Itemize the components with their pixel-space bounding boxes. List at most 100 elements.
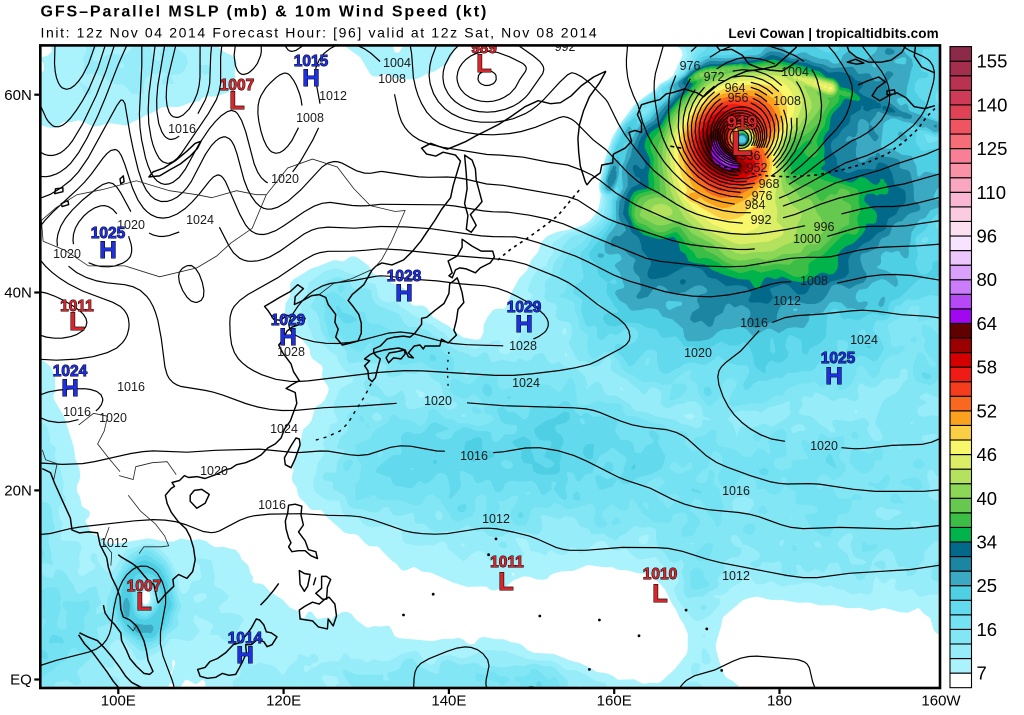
svg-text:1008: 1008 bbox=[800, 274, 828, 288]
svg-text:1012: 1012 bbox=[100, 536, 128, 550]
svg-text:H: H bbox=[302, 65, 319, 92]
svg-text:H: H bbox=[279, 324, 296, 351]
svg-text:1004: 1004 bbox=[383, 56, 411, 70]
svg-text:160W: 160W bbox=[921, 693, 961, 710]
svg-text:1016: 1016 bbox=[117, 380, 145, 394]
svg-text:1024: 1024 bbox=[512, 376, 540, 390]
svg-text:1011: 1011 bbox=[60, 298, 94, 315]
svg-text:1014: 1014 bbox=[228, 630, 263, 647]
svg-text:1008: 1008 bbox=[378, 72, 406, 86]
svg-text:52: 52 bbox=[977, 400, 998, 421]
svg-text:1024: 1024 bbox=[850, 333, 878, 347]
svg-text:964: 964 bbox=[725, 81, 746, 95]
svg-text:120E: 120E bbox=[266, 693, 301, 710]
svg-text:L: L bbox=[136, 588, 151, 616]
svg-text:7: 7 bbox=[977, 663, 987, 684]
svg-text:992: 992 bbox=[555, 40, 576, 54]
svg-text:968: 968 bbox=[759, 177, 780, 191]
svg-text:1016: 1016 bbox=[740, 316, 768, 330]
svg-text:976: 976 bbox=[752, 189, 773, 203]
svg-text:GFS–Parallel MSLP (mb) & 10m W: GFS–Parallel MSLP (mb) & 10m Wind Speed … bbox=[41, 4, 489, 21]
svg-text:1020: 1020 bbox=[684, 346, 712, 360]
svg-text:20N: 20N bbox=[4, 483, 32, 500]
svg-text:L: L bbox=[498, 568, 513, 596]
svg-text:1020: 1020 bbox=[117, 218, 145, 232]
svg-text:976: 976 bbox=[680, 59, 701, 73]
svg-text:1007: 1007 bbox=[220, 77, 254, 94]
svg-text:1020: 1020 bbox=[810, 439, 838, 453]
svg-text:1016: 1016 bbox=[722, 484, 750, 498]
svg-text:180: 180 bbox=[767, 693, 792, 710]
svg-text:160E: 160E bbox=[597, 693, 632, 710]
svg-text:1029: 1029 bbox=[507, 299, 542, 316]
svg-text:110: 110 bbox=[977, 182, 1007, 203]
svg-text:1016: 1016 bbox=[460, 449, 488, 463]
svg-text:1025: 1025 bbox=[91, 225, 126, 242]
svg-text:60N: 60N bbox=[4, 87, 32, 104]
svg-text:1016: 1016 bbox=[168, 122, 196, 136]
svg-text:155: 155 bbox=[977, 51, 1008, 72]
svg-text:1020: 1020 bbox=[200, 464, 228, 478]
svg-text:H: H bbox=[61, 375, 78, 402]
svg-text:58: 58 bbox=[977, 357, 998, 378]
svg-text:956: 956 bbox=[728, 91, 749, 105]
svg-text:989: 989 bbox=[471, 40, 497, 57]
svg-text:Init: 12z Nov 04 2014 Forecast: Init: 12z Nov 04 2014 Forecast Hour: [96… bbox=[41, 25, 599, 41]
svg-text:64: 64 bbox=[977, 313, 998, 334]
svg-text:984: 984 bbox=[745, 198, 766, 212]
svg-text:996: 996 bbox=[814, 220, 835, 234]
svg-text:1024: 1024 bbox=[270, 422, 298, 436]
svg-text:L: L bbox=[229, 87, 244, 115]
svg-text:96: 96 bbox=[977, 226, 998, 247]
svg-text:100E: 100E bbox=[101, 693, 136, 710]
svg-text:L: L bbox=[652, 580, 667, 608]
svg-text:1016: 1016 bbox=[258, 498, 286, 512]
svg-text:40N: 40N bbox=[4, 285, 32, 302]
svg-text:46: 46 bbox=[977, 444, 998, 465]
svg-text:1011: 1011 bbox=[490, 554, 524, 571]
svg-text:1025: 1025 bbox=[821, 350, 856, 367]
svg-text:952: 952 bbox=[747, 161, 768, 175]
svg-text:1020: 1020 bbox=[53, 247, 81, 261]
svg-text:H: H bbox=[825, 363, 842, 390]
svg-text:1016: 1016 bbox=[63, 405, 91, 419]
svg-text:40: 40 bbox=[977, 488, 998, 509]
svg-text:936: 936 bbox=[740, 149, 761, 163]
svg-text:1007: 1007 bbox=[127, 578, 161, 595]
svg-text:1012: 1012 bbox=[482, 512, 510, 526]
svg-text:34: 34 bbox=[977, 532, 998, 553]
svg-text:1020: 1020 bbox=[424, 394, 452, 408]
svg-text:1020: 1020 bbox=[271, 172, 299, 186]
svg-text:1020: 1020 bbox=[99, 411, 127, 425]
svg-text:H: H bbox=[515, 311, 532, 338]
svg-text:H: H bbox=[99, 237, 116, 264]
svg-text:80: 80 bbox=[977, 269, 998, 290]
svg-text:H: H bbox=[236, 642, 253, 669]
svg-text:H: H bbox=[395, 280, 412, 307]
svg-text:Levi Cowan | tropicaltidbits.c: Levi Cowan | tropicaltidbits.com bbox=[728, 26, 938, 41]
svg-text:140E: 140E bbox=[431, 693, 466, 710]
svg-text:1024: 1024 bbox=[53, 363, 88, 380]
svg-text:1028: 1028 bbox=[277, 345, 305, 359]
svg-text:1004: 1004 bbox=[781, 65, 809, 79]
svg-text:1010: 1010 bbox=[643, 566, 677, 583]
svg-text:L: L bbox=[731, 125, 752, 163]
svg-text:1008: 1008 bbox=[773, 94, 801, 108]
svg-text:1028: 1028 bbox=[387, 268, 422, 285]
svg-text:1029: 1029 bbox=[271, 312, 306, 329]
svg-text:1012: 1012 bbox=[722, 569, 750, 583]
svg-text:972: 972 bbox=[704, 70, 725, 84]
svg-text:992: 992 bbox=[751, 213, 772, 227]
svg-text:919: 919 bbox=[727, 112, 758, 133]
svg-text:1028: 1028 bbox=[509, 339, 537, 353]
svg-text:1008: 1008 bbox=[296, 111, 324, 125]
svg-text:1000: 1000 bbox=[793, 232, 821, 246]
svg-text:1012: 1012 bbox=[773, 294, 801, 308]
svg-text:L: L bbox=[476, 50, 491, 78]
svg-text:16: 16 bbox=[977, 619, 998, 640]
svg-text:L: L bbox=[69, 308, 84, 336]
svg-text:125: 125 bbox=[977, 138, 1008, 159]
svg-text:140: 140 bbox=[977, 94, 1008, 115]
svg-text:1024: 1024 bbox=[186, 213, 214, 227]
svg-text:1012: 1012 bbox=[319, 89, 347, 103]
